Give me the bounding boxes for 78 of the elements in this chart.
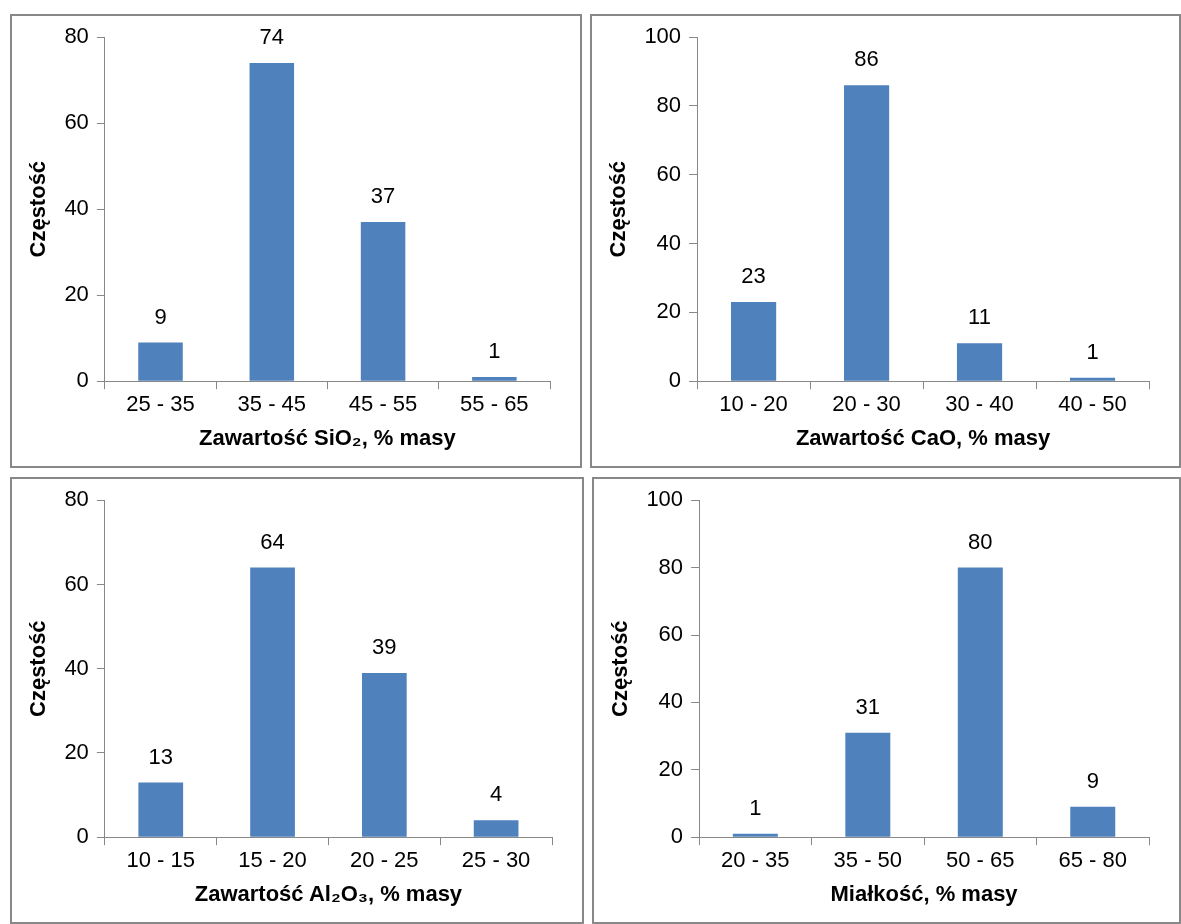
y-tick-label: 80 [64, 23, 89, 49]
bar [843, 85, 890, 381]
x-tick-label: 20 - 35 [721, 847, 790, 873]
data-label: 1 [749, 794, 762, 820]
bar [957, 567, 1003, 837]
x-tick-label: 20 - 30 [832, 391, 901, 417]
y-axis-title: Częstość [25, 620, 51, 717]
y-tick-label: 0 [76, 823, 89, 849]
x-tick-label: 25 - 30 [461, 847, 531, 873]
y-tick-label: 80 [658, 553, 684, 579]
x-tick-label: 30 - 40 [945, 391, 1014, 417]
data-label: 9 [1086, 767, 1099, 793]
y-tick-label: 40 [656, 229, 682, 255]
bar [138, 782, 184, 837]
bar [845, 732, 891, 837]
bar [956, 343, 1003, 381]
x-axis-title: Zawartość SiO₂, % masy [199, 424, 457, 450]
y-tick-label: 20 [64, 739, 89, 765]
bar [360, 222, 406, 381]
data-label: 4 [489, 781, 503, 807]
y-tick-label: 80 [656, 92, 682, 118]
x-axis-title: Miałkość, % masy [830, 880, 1019, 906]
y-tick-label: 40 [64, 195, 89, 221]
y-tick-label: 60 [656, 160, 682, 186]
bar [472, 376, 517, 381]
x-tick-label: 50 - 65 [946, 847, 1015, 873]
data-label: 39 [372, 633, 397, 659]
y-tick-label: 0 [76, 367, 89, 393]
bar [732, 833, 778, 837]
x-tick-label: 65 - 80 [1058, 847, 1128, 873]
y-tick-label: 40 [64, 654, 89, 680]
y-tick-label: 20 [656, 298, 682, 324]
bar [473, 820, 519, 837]
y-tick-label: 100 [646, 486, 684, 512]
data-label: 13 [148, 743, 173, 769]
y-tick-label: 40 [658, 688, 684, 714]
bar [249, 63, 295, 381]
data-label: 1 [1086, 338, 1099, 364]
y-tick-label: 60 [64, 570, 89, 596]
x-axis-title: Zawartość CaO, % masy [795, 424, 1051, 450]
data-label: 86 [854, 46, 879, 72]
data-label: 80 [968, 528, 993, 554]
data-label: 37 [370, 183, 396, 209]
x-tick-label: 35 - 45 [237, 391, 307, 417]
y-axis-title: Częstość [607, 620, 633, 717]
y-axis-title: Częstość [25, 160, 51, 258]
x-axis-title: Zawartość Al₂O₃, % masy [194, 880, 463, 906]
x-tick-label: 40 - 50 [1058, 391, 1127, 417]
x-tick-label: 10 - 20 [719, 391, 788, 417]
y-tick-label: 80 [64, 486, 89, 512]
bar [250, 567, 295, 837]
y-tick-label: 20 [64, 281, 89, 307]
x-tick-label: 10 - 15 [126, 847, 196, 873]
data-label: 11 [968, 304, 991, 330]
y-axis-title: Częstość [605, 160, 631, 258]
y-tick-label: 0 [668, 367, 682, 393]
bar [1069, 377, 1116, 381]
y-tick-label: 100 [644, 23, 682, 49]
data-label: 23 [741, 263, 766, 289]
bar [1070, 806, 1116, 837]
y-tick-label: 60 [658, 621, 684, 647]
x-tick-label: 45 - 55 [348, 391, 418, 417]
x-tick-label: 15 - 20 [238, 847, 307, 873]
data-label: 1 [488, 337, 501, 363]
data-label: 31 [855, 693, 881, 719]
y-tick-label: 0 [670, 823, 684, 849]
bar [361, 672, 407, 837]
x-tick-label: 20 - 25 [350, 847, 419, 873]
x-tick-label: 55 - 65 [460, 391, 529, 417]
y-tick-label: 20 [658, 755, 684, 781]
bar [731, 302, 777, 381]
data-label: 9 [154, 303, 167, 329]
y-tick-label: 60 [64, 109, 89, 135]
data-label: 74 [259, 24, 285, 50]
data-label: 64 [260, 528, 285, 554]
bar [138, 342, 183, 381]
x-tick-label: 35 - 50 [833, 847, 903, 873]
x-tick-label: 25 - 35 [126, 391, 195, 417]
